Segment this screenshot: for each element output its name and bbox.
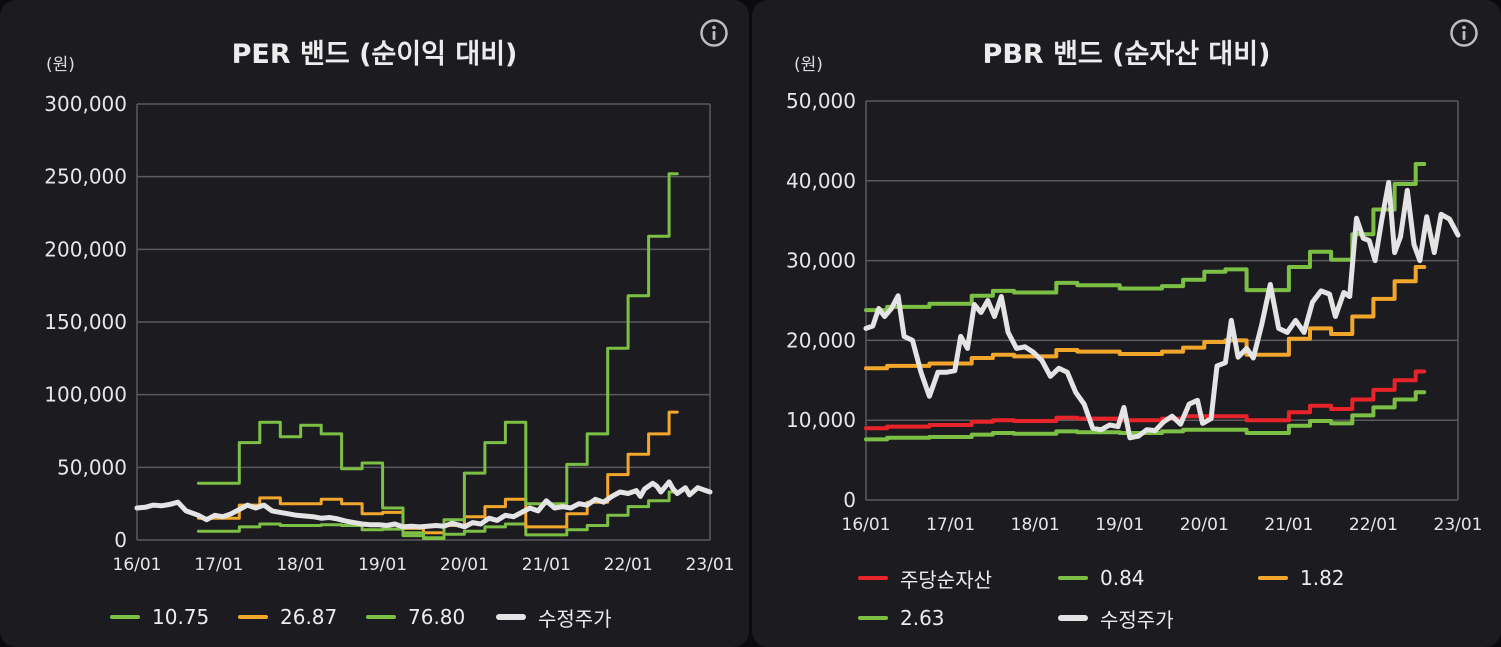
legend-item[interactable]: 10.75 <box>110 602 209 632</box>
legend-item[interactable]: 수정주가 <box>496 602 612 632</box>
x-tick-label: 22/01 <box>604 555 653 575</box>
legend-swatch <box>496 614 526 620</box>
y-tick-label: 0 <box>114 528 127 552</box>
legend-label: 수정주가 <box>1100 607 1174 632</box>
x-tick-label: 18/01 <box>1011 515 1060 535</box>
y-tick-label: 200,000 <box>44 237 127 261</box>
legend-item[interactable]: 76.80 <box>366 602 465 632</box>
y-tick-label: 20,000 <box>786 328 856 352</box>
y-tick-label: 10,000 <box>786 408 856 432</box>
legend-swatch <box>1058 576 1088 580</box>
series-line-76.80 <box>196 172 679 540</box>
series-line-10.75 <box>196 490 679 540</box>
legend-label: 26.87 <box>280 605 338 629</box>
info-circle-icon[interactable] <box>1449 18 1479 48</box>
y-tick-label: 150,000 <box>44 310 127 334</box>
legend-label: 주당순자산 <box>900 567 992 592</box>
legend-label: 1.82 <box>1300 566 1345 590</box>
legend-item[interactable]: 26.87 <box>238 602 337 632</box>
legend-label: 0.84 <box>1100 566 1145 590</box>
legend-label: 2.63 <box>900 606 945 630</box>
series-line-1.82 <box>864 265 1427 371</box>
y-tick-label: 0 <box>843 488 856 512</box>
pbr-unit-label: (원) <box>794 55 823 75</box>
info-circle-icon[interactable] <box>699 18 729 48</box>
legend-label: 10.75 <box>152 605 210 629</box>
x-tick-label: 20/01 <box>440 555 489 575</box>
legend-swatch <box>110 615 140 619</box>
x-tick-label: 19/01 <box>358 555 407 575</box>
per-band-title: PER 밴드 (순이익 대비) <box>231 39 518 70</box>
x-tick-label: 23/01 <box>1434 515 1483 535</box>
y-tick-label: 100,000 <box>44 383 127 407</box>
legend-item[interactable]: 0.84 <box>1058 563 1145 593</box>
x-tick-label: 19/01 <box>1095 515 1144 535</box>
legend-swatch <box>858 576 888 580</box>
x-tick-label: 21/01 <box>522 555 571 575</box>
per-unit-label: (원) <box>46 55 75 75</box>
legend-item[interactable]: 1.82 <box>1258 563 1345 593</box>
x-tick-label: 17/01 <box>926 515 975 535</box>
y-tick-label: 50,000 <box>57 455 127 479</box>
y-tick-label: 30,000 <box>786 249 856 273</box>
series-line-0.84 <box>864 390 1427 442</box>
x-tick-label: 16/01 <box>113 555 162 575</box>
x-tick-label: 16/01 <box>842 515 891 535</box>
per-band-chart: 0 50,000 100,000 150,000 200,000 250,000 300,0… <box>44 92 735 575</box>
x-tick-label: 17/01 <box>194 555 243 575</box>
y-tick-label: 40,000 <box>786 169 856 193</box>
x-tick-label: 23/01 <box>686 555 735 575</box>
legend-label: 수정주가 <box>538 606 612 631</box>
legend-item[interactable]: 수정주가 <box>1058 603 1174 633</box>
legend-item[interactable]: 주당순자산 <box>858 563 992 593</box>
legend-swatch <box>238 615 268 619</box>
per-band-panel: PER 밴드 (순이익 대비) (원) 0 50,000 100,000 150,00… <box>0 0 749 647</box>
y-tick-label: 50,000 <box>786 89 856 113</box>
legend-swatch <box>1058 615 1088 621</box>
legend-swatch <box>366 615 396 619</box>
series-line-2.63 <box>864 162 1427 313</box>
legend-swatch <box>1258 576 1288 580</box>
series-line-수정주가 <box>863 179 1461 441</box>
pbr-band-title: PBR 밴드 (순자산 대비) <box>982 39 1271 70</box>
pbr-band-panel: PBR 밴드 (순자산 대비) (원) 0 10,000 20,000 30,000 4… <box>752 0 1501 647</box>
legend-label: 76.80 <box>408 605 466 629</box>
legend-item[interactable]: 2.63 <box>858 603 945 633</box>
y-tick-label: 300,000 <box>44 92 127 116</box>
series-line-수정주가 <box>134 479 713 530</box>
legend-swatch <box>858 616 888 620</box>
series-line-26.87 <box>196 410 679 535</box>
x-tick-label: 22/01 <box>1349 515 1398 535</box>
pbr-band-chart: 0 10,000 20,000 30,000 40,000 50,000 16/01 17/0… <box>786 89 1483 535</box>
x-tick-label: 21/01 <box>1264 515 1313 535</box>
x-tick-label: 20/01 <box>1180 515 1229 535</box>
y-tick-label: 250,000 <box>44 165 127 189</box>
x-tick-label: 18/01 <box>276 555 325 575</box>
